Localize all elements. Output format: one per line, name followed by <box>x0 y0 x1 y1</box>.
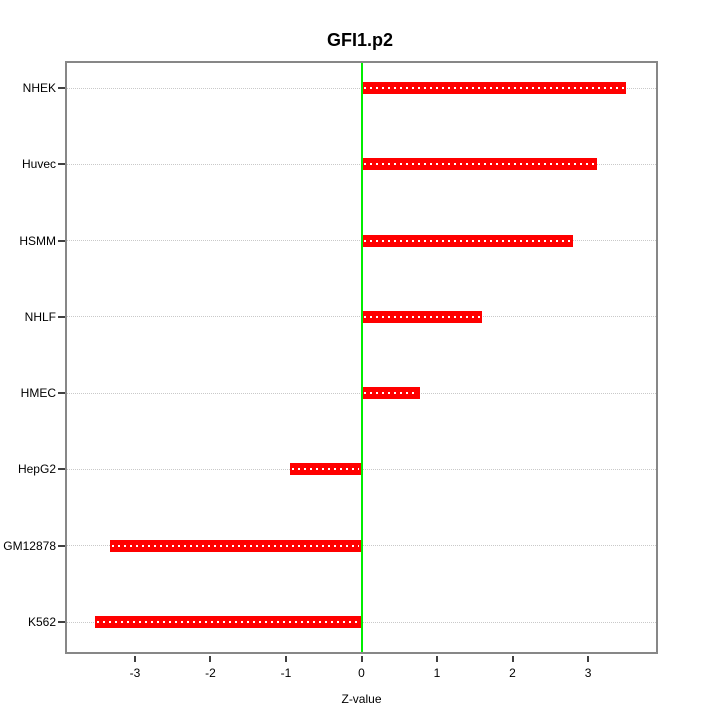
y-tick-label-hepg2: HepG2 <box>17 462 56 477</box>
y-tick-huvec <box>58 163 65 166</box>
x-tick--3 <box>133 656 136 662</box>
x-tick-label--3: -3 <box>129 666 141 680</box>
bar-dot-pattern <box>291 468 360 471</box>
plot-area <box>65 61 658 654</box>
bar-hmec <box>361 387 420 400</box>
x-axis-label: Z-value <box>341 692 382 706</box>
x-tick-2 <box>511 656 514 662</box>
x-tick-label-0: 0 <box>358 666 365 680</box>
y-tick-label-hmec: HMEC <box>20 386 56 401</box>
bar-dot-pattern <box>363 315 481 318</box>
x-tick-label-1: 1 <box>433 666 441 680</box>
bar-dot-pattern <box>363 392 418 395</box>
bar-hepg2 <box>289 463 362 476</box>
bar-dot-pattern <box>363 239 571 242</box>
bar-hsmm <box>361 234 573 247</box>
y-tick-label-hsmm: HSMM <box>19 233 56 248</box>
y-tick-hepg2 <box>58 468 65 471</box>
y-tick-label-gm12878: GM12878 <box>3 538 56 553</box>
y-tick-label-huvec: Huvec <box>21 157 56 172</box>
bar-huvec <box>361 158 598 171</box>
x-tick-label-2: 2 <box>509 666 516 680</box>
bar-dot-pattern <box>363 163 596 166</box>
x-tick-label--2: -2 <box>205 666 216 680</box>
bar-dot-pattern <box>96 621 360 623</box>
y-tick-label-k562: K562 <box>27 615 56 629</box>
x-tick-0 <box>360 656 363 662</box>
chart-title: GFI1.p2 <box>326 30 393 50</box>
y-tick-k562 <box>58 621 65 623</box>
bar-nhlf <box>361 310 483 323</box>
y-tick-hsmm <box>58 239 65 242</box>
y-tick-label-nhlf: NHLF <box>24 309 56 324</box>
bar-dot-pattern <box>363 87 624 89</box>
y-tick-gm12878 <box>58 544 65 547</box>
x-tick-label-3: 3 <box>584 666 592 680</box>
bar-k562 <box>94 616 362 628</box>
x-tick--2 <box>209 656 212 662</box>
y-tick-hmec <box>58 392 65 395</box>
x-tick-3 <box>587 656 590 662</box>
x-tick-1 <box>436 656 438 662</box>
bar-gm12878 <box>110 539 362 552</box>
y-tick-nhek <box>58 87 65 89</box>
zero-line <box>360 63 363 652</box>
y-tick-nhlf <box>58 315 65 318</box>
x-tick-label--1: -1 <box>280 666 292 680</box>
bar-dot-pattern <box>112 544 360 547</box>
y-tick-label-nhek: NHEK <box>22 81 56 95</box>
bar-nhek <box>361 82 626 94</box>
x-tick--1 <box>284 656 287 662</box>
